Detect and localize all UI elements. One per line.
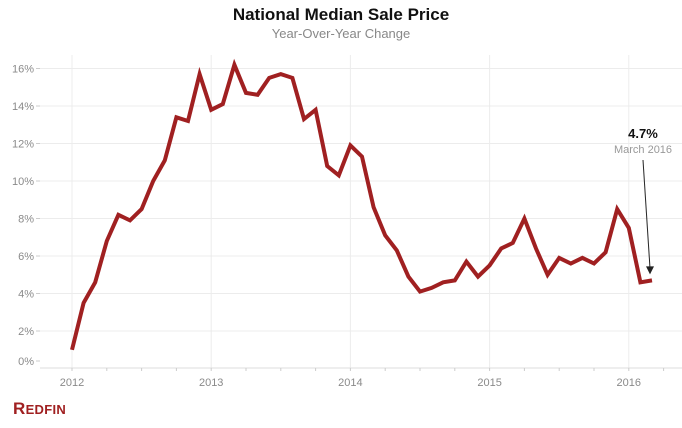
- chart-title: National Median Sale Price: [232, 5, 450, 24]
- y-axis-labels: 0% 2% 4% 6% 8% 10% 12% 14% 16%: [12, 64, 34, 369]
- y-tick-label: 16%: [12, 64, 34, 76]
- y-tick-label: 2%: [18, 326, 34, 338]
- series-line: [70, 58, 653, 351]
- y-tick-label: 8%: [18, 214, 34, 226]
- annotation-date: March 2016: [614, 144, 672, 156]
- annotation: 4.7% March 2016: [614, 126, 672, 275]
- chart-subtitle: Year-Over-Year Change: [271, 26, 411, 41]
- annotation-arrowhead: [646, 266, 654, 275]
- y-tick-label: 0%: [18, 356, 34, 368]
- annotation-arrow-line: [642, 159, 651, 269]
- x-tick-label: 2012: [60, 377, 84, 389]
- y-tick-label: 6%: [18, 251, 34, 263]
- y-tick-label: 10%: [12, 176, 34, 188]
- x-tick-label: 2015: [477, 377, 501, 389]
- annotation-value: 4.7%: [628, 126, 658, 141]
- y-tick-label: 14%: [12, 101, 34, 113]
- x-tick-label: 2013: [199, 377, 223, 389]
- y-tick-label: 12%: [12, 139, 34, 151]
- x-tick-label: 2014: [338, 377, 362, 389]
- series: [70, 58, 653, 351]
- redfin-logo: REDFIN: [13, 399, 67, 418]
- x-axis-labels: 2012 2013 2014 2015 2016: [60, 377, 641, 389]
- y-tick-label: 4%: [18, 289, 34, 301]
- x-tick-label: 2016: [617, 377, 641, 389]
- axes: [36, 68, 682, 371]
